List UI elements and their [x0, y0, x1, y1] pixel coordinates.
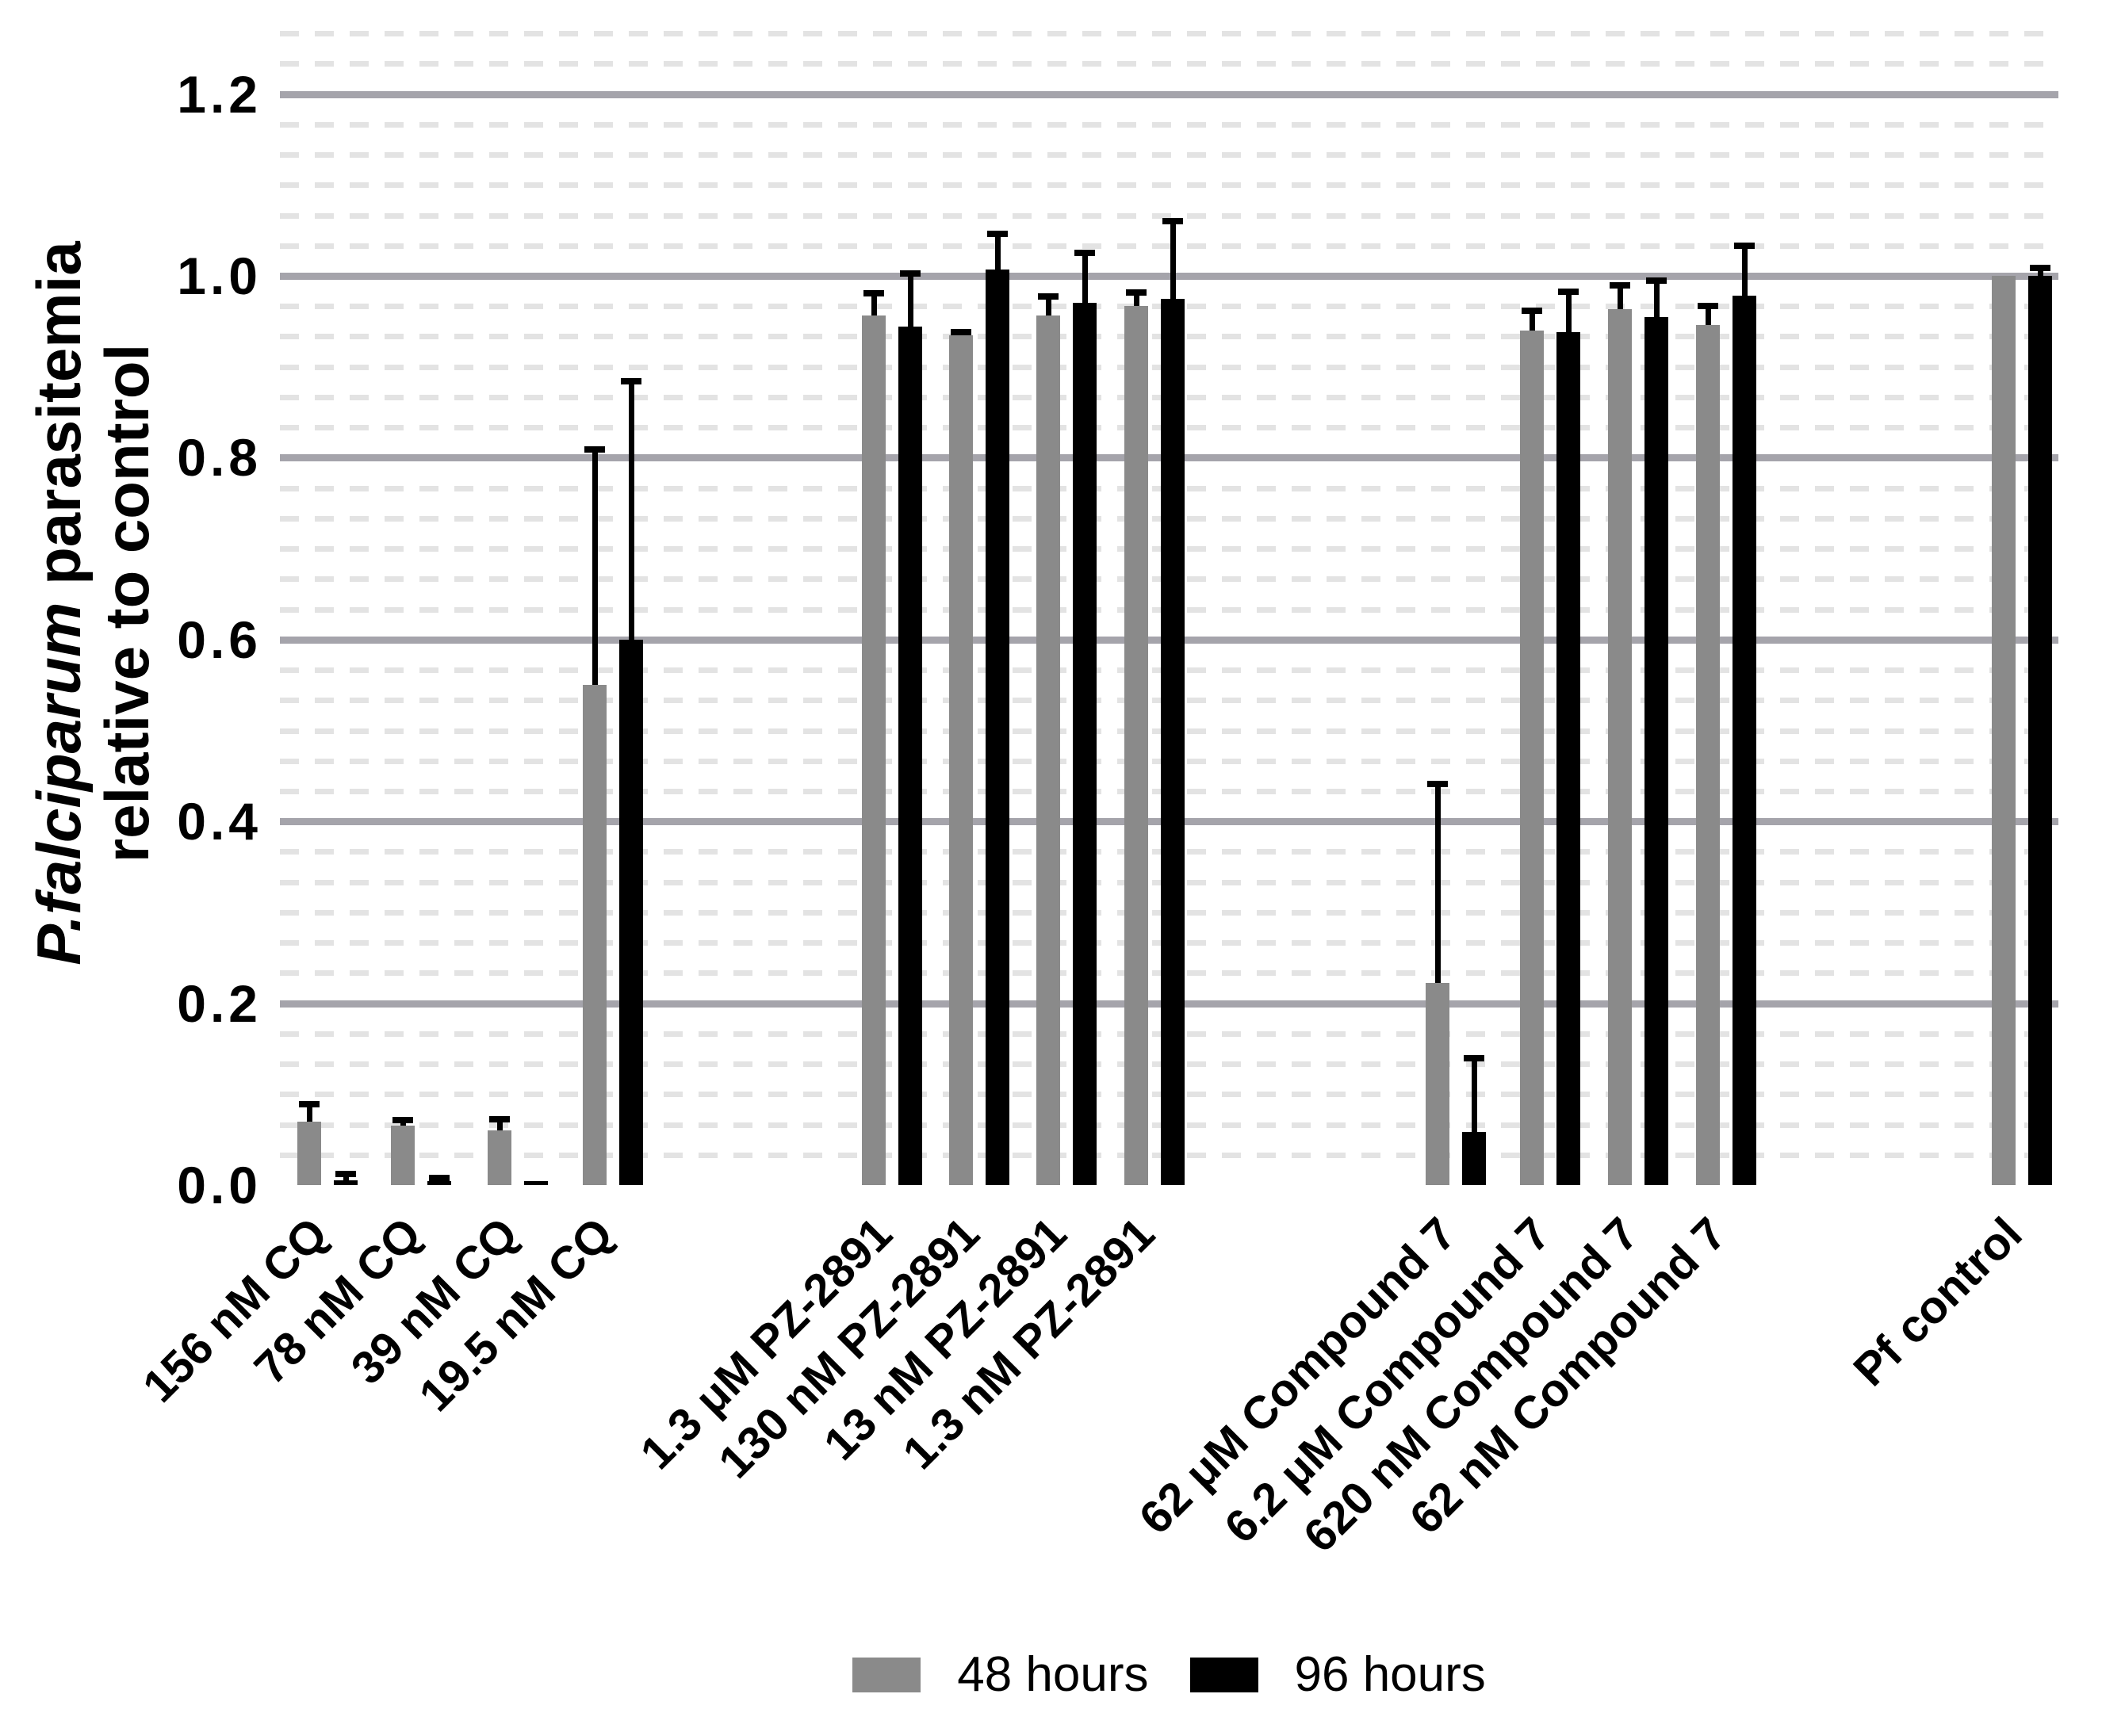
bar-48h — [1036, 315, 1060, 1185]
bar-96h — [334, 1180, 358, 1185]
minor-gridline — [280, 31, 2058, 36]
x-category-label: Pf control — [1844, 1207, 2032, 1397]
error-bar-cap — [429, 1175, 450, 1181]
bar-48h — [862, 315, 886, 1185]
bar-96h — [1462, 1132, 1486, 1185]
error-bar-cap — [1698, 303, 1718, 309]
error-bar-cap — [951, 329, 971, 335]
bar-96h — [1556, 332, 1580, 1185]
error-bar-cap — [584, 446, 605, 453]
minor-gridline — [280, 213, 2058, 219]
bar-48h — [1124, 306, 1148, 1185]
legend-label: 48 hours — [957, 1647, 1149, 1702]
bar-48h — [1696, 325, 1720, 1185]
error-bar-cap — [1610, 282, 1630, 289]
error-bar-stem — [1046, 296, 1051, 315]
error-bar-stem — [1706, 305, 1711, 325]
bar-48h — [488, 1130, 511, 1185]
error-bar-stem — [1134, 292, 1139, 306]
y-tick-label: 0.2 — [177, 974, 262, 1033]
bar-96h — [986, 270, 1009, 1185]
error-bar-cap — [335, 1171, 356, 1177]
error-bar-stem — [497, 1118, 503, 1130]
y-tick-label: 0.0 — [177, 1156, 262, 1214]
error-bar-stem — [1082, 252, 1088, 303]
y-tick-label: 0.8 — [177, 428, 262, 487]
error-bar-stem — [1618, 285, 1623, 309]
y-tick-label: 0.4 — [177, 792, 262, 851]
error-bar-stem — [908, 273, 913, 327]
minor-gridline — [280, 122, 2058, 128]
minor-gridline — [280, 152, 2058, 158]
y-tick-label: 1.2 — [177, 65, 262, 124]
bar-48h — [949, 335, 973, 1185]
bar-48h — [1520, 331, 1544, 1185]
error-bar-stem — [995, 233, 1001, 270]
bar-96h — [1073, 303, 1097, 1185]
bar-96h — [898, 327, 922, 1185]
legend-swatch — [852, 1658, 921, 1692]
error-bar-cap — [1074, 250, 1095, 256]
error-bar-stem — [2038, 267, 2043, 276]
error-bar-stem — [871, 293, 877, 315]
error-bar-cap — [1558, 289, 1579, 295]
bar-48h — [1992, 276, 2016, 1185]
y-tick-label: 1.0 — [177, 247, 262, 305]
bar-48h — [391, 1126, 415, 1185]
error-bar-cap — [1126, 289, 1147, 296]
error-bar-stem — [629, 380, 634, 640]
x-category-label: 620 nM Compound 7 — [1293, 1207, 1648, 1562]
error-bar-stem — [1566, 291, 1572, 332]
error-bar-stem — [592, 449, 598, 685]
error-bar-cap — [1038, 293, 1059, 300]
y-tick-label: 0.6 — [177, 610, 262, 669]
bar-96h — [427, 1181, 451, 1185]
legend-item-96h: 96 hours — [1189, 1647, 1486, 1702]
bar-96h — [1644, 317, 1668, 1185]
error-bar-cap — [489, 1116, 510, 1122]
minor-gridline — [280, 182, 2058, 188]
error-bar-stem — [1742, 245, 1748, 296]
error-bar-stem — [1530, 310, 1535, 331]
error-bar-cap — [863, 290, 884, 296]
error-bar-stem — [1435, 783, 1441, 983]
minor-gridline — [280, 61, 2058, 67]
error-bar-cap — [1162, 218, 1183, 224]
bar-96h — [619, 640, 643, 1185]
error-bar-cap — [1464, 1055, 1484, 1061]
minor-gridline — [280, 243, 2058, 249]
error-bar-cap — [1734, 243, 1755, 249]
bar-48h — [1608, 309, 1632, 1185]
error-bar-cap — [621, 378, 641, 384]
error-bar-cap — [1427, 781, 1448, 787]
error-bar-stem — [1170, 220, 1176, 299]
plot-area — [280, 24, 2058, 1185]
bar-96h — [2028, 276, 2052, 1185]
bar-48h — [583, 685, 607, 1185]
legend-item-48h: 48 hours — [852, 1647, 1149, 1702]
error-bar-cap — [1646, 277, 1667, 284]
bar-96h — [1161, 299, 1185, 1185]
error-bar-cap — [392, 1117, 413, 1123]
bar-96h — [524, 1181, 548, 1185]
legend-label: 96 hours — [1294, 1647, 1486, 1702]
bar-48h — [1426, 983, 1449, 1185]
error-bar-cap — [987, 231, 1008, 237]
bar-96h — [1733, 296, 1756, 1185]
legend-swatch — [1189, 1658, 1258, 1692]
major-gridline — [280, 91, 2058, 98]
x-category-label: 13 nM PZ-2891 — [814, 1207, 1077, 1470]
major-gridline — [280, 273, 2058, 280]
error-bar-cap — [299, 1101, 320, 1107]
error-bar-stem — [1472, 1057, 1477, 1132]
bar-48h — [297, 1122, 321, 1185]
x-category-label: 130 nM PZ-2891 — [708, 1207, 990, 1489]
error-bar-cap — [1522, 308, 1542, 314]
error-bar-stem — [1654, 280, 1660, 317]
error-bar-stem — [307, 1103, 312, 1122]
error-bar-cap — [900, 270, 921, 277]
error-bar-cap — [2030, 265, 2050, 271]
legend: 48 hours 96 hours — [280, 1647, 2058, 1703]
